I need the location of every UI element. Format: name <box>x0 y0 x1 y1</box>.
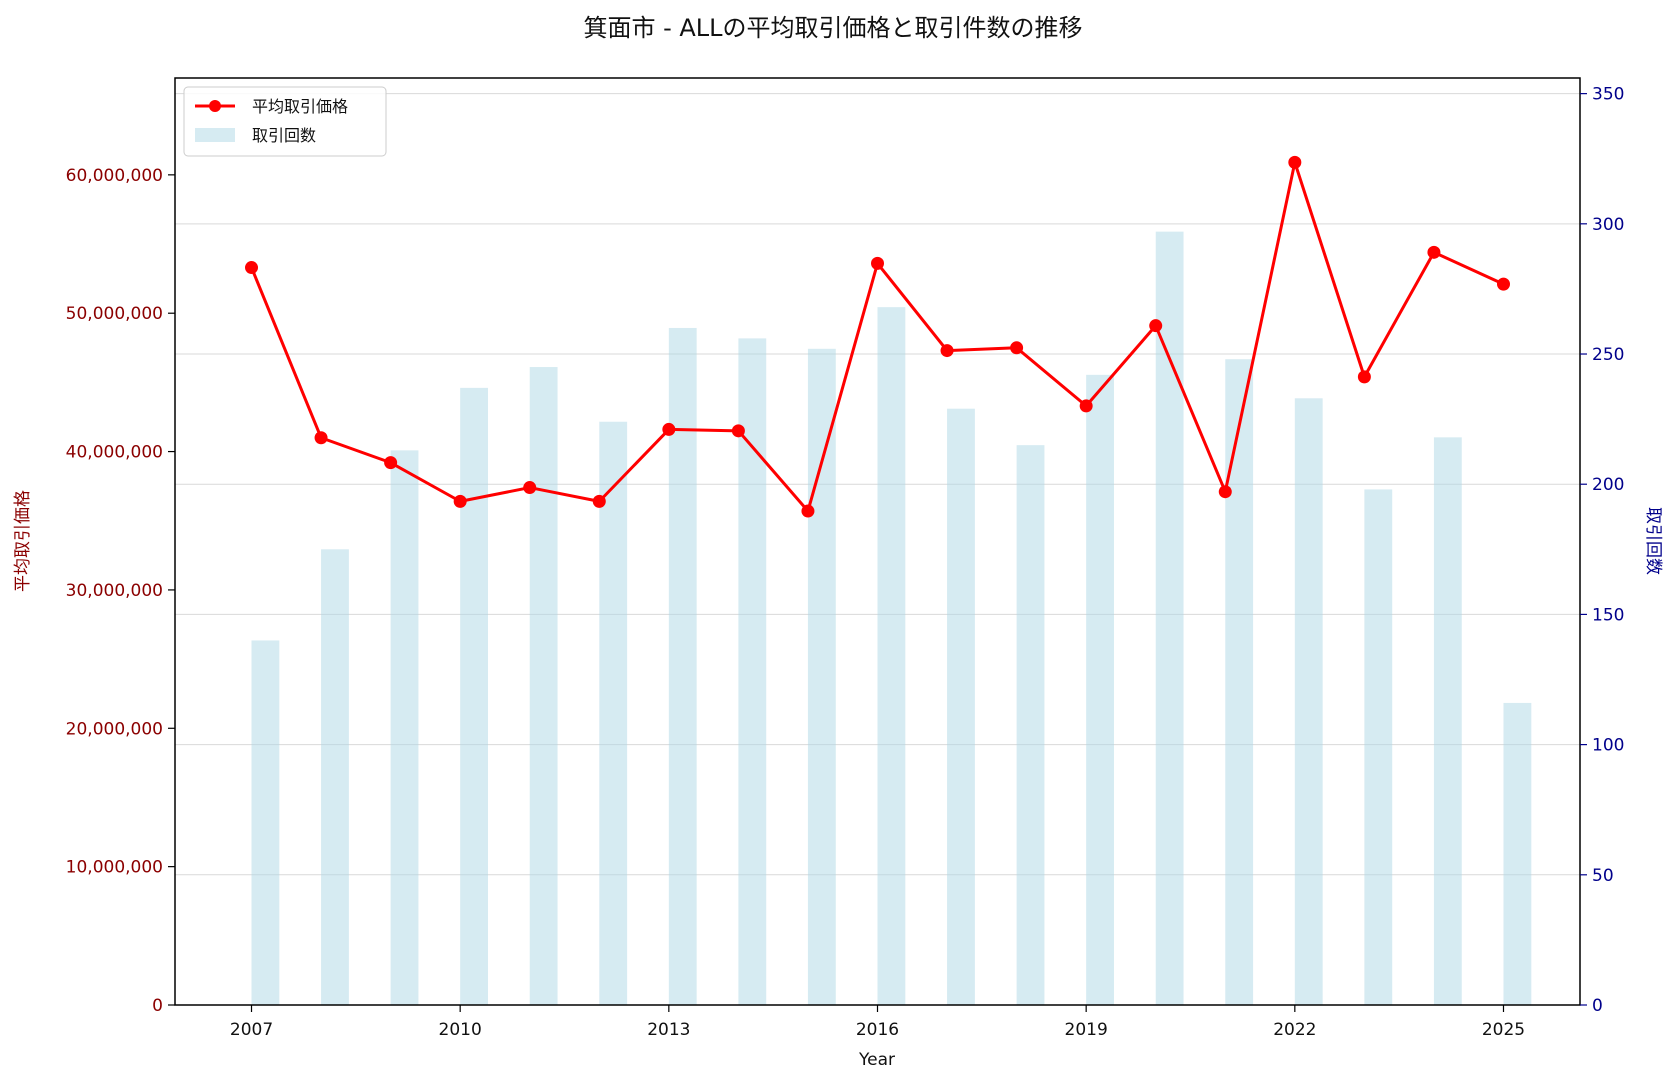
bar <box>599 421 628 1005</box>
right-y-axis-label: 取引回数 <box>1643 507 1663 575</box>
bar <box>1364 489 1393 1005</box>
bar <box>529 367 558 1006</box>
right-tick-label: 0 <box>1592 996 1603 1016</box>
bar <box>321 549 349 1005</box>
bar <box>251 640 280 1005</box>
right-tick-label: 150 <box>1592 605 1624 625</box>
left-tick-label: 40,000,000 <box>66 443 163 463</box>
point <box>1010 341 1024 355</box>
chart-title: 箕面市 - ALLの平均取引価格と取引件数の推移 <box>583 14 1082 42</box>
x-tick-label: 2007 <box>230 1020 273 1040</box>
bar <box>1294 398 1323 1006</box>
bar <box>807 348 836 1006</box>
legend-marker-swatch <box>209 100 221 112</box>
point <box>1218 485 1232 499</box>
point <box>662 422 676 436</box>
x-tick-label: 2025 <box>1482 1020 1525 1040</box>
bar <box>668 327 697 1005</box>
point <box>1149 319 1163 333</box>
x-axis-label: Year <box>858 1050 895 1070</box>
left-y-axis-label: 平均取引価格 <box>13 490 33 592</box>
bar <box>1086 374 1114 1005</box>
point <box>1427 245 1441 259</box>
left-tick-label: 50,000,000 <box>66 304 163 324</box>
point <box>1496 277 1510 291</box>
x-tick-label: 2016 <box>856 1020 899 1040</box>
legend-bar-swatch <box>195 128 235 142</box>
point <box>1079 399 1093 413</box>
point <box>940 344 954 358</box>
x-axis: 2007 2010 2013 2016 2019 2022 2025 <box>230 1005 1525 1040</box>
legend-label-count: 取引回数 <box>252 126 316 145</box>
point <box>523 481 537 495</box>
x-tick-label: 2019 <box>1065 1020 1108 1040</box>
point <box>731 424 745 438</box>
x-tick-label: 2022 <box>1273 1020 1316 1040</box>
right-tick-label: 350 <box>1592 85 1624 105</box>
point <box>453 494 467 508</box>
point <box>871 256 884 270</box>
right-tick-label: 250 <box>1592 345 1624 365</box>
bar <box>877 307 906 1005</box>
right-y-axis: 0 50 100 150 200 250 300 350 <box>1580 85 1624 1016</box>
legend: 平均取引価格 取引回数 <box>183 86 387 157</box>
point <box>801 504 815 518</box>
bar <box>1155 231 1184 1005</box>
point <box>592 494 606 508</box>
bar <box>1016 445 1045 1005</box>
left-tick-label: 60,000,000 <box>66 166 163 186</box>
bar <box>738 338 767 1005</box>
legend-label-price: 平均取引価格 <box>252 97 348 116</box>
bar <box>1433 437 1462 1006</box>
point <box>245 261 259 275</box>
x-tick-label: 2010 <box>439 1020 482 1040</box>
left-tick-label: 20,000,000 <box>66 719 163 739</box>
point <box>1357 370 1371 384</box>
x-tick-label: 2013 <box>647 1020 690 1040</box>
point <box>384 456 398 470</box>
bar <box>947 408 975 1005</box>
bar <box>390 450 419 1005</box>
right-tick-label: 200 <box>1592 475 1624 495</box>
line-series-平均取引価格 <box>245 155 1510 518</box>
right-tick-label: 100 <box>1592 736 1624 756</box>
bar <box>460 387 488 1005</box>
point <box>314 431 328 445</box>
right-tick-label: 300 <box>1592 215 1624 235</box>
left-tick-label: 0 <box>152 996 163 1016</box>
left-y-axis: 0 10,000,000 20,000,000 30,000,000 40,000,00… <box>66 166 175 1016</box>
left-tick-label: 30,000,000 <box>66 581 163 601</box>
bar <box>1503 702 1532 1005</box>
right-tick-label: 50 <box>1592 866 1614 886</box>
bar <box>1225 359 1254 1005</box>
left-tick-label: 10,000,000 <box>66 858 163 878</box>
bar-series-取引回数 <box>251 231 1532 1006</box>
point <box>1288 155 1302 169</box>
